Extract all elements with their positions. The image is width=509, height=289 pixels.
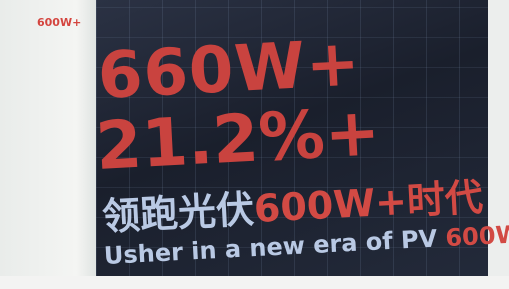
floor (0, 276, 509, 289)
tagline-highlight: 600W+ (445, 219, 509, 252)
tagline-highlight: 600W+时代 (253, 175, 484, 231)
tagline-text: 领跑光伏 (101, 187, 255, 239)
logo: 600W+ (37, 16, 81, 29)
photo: 600W+ 660W+ 21.2%+ 领跑光伏600W+时代 Usher in … (0, 0, 509, 289)
efficiency: 21.2%+ (94, 93, 382, 185)
